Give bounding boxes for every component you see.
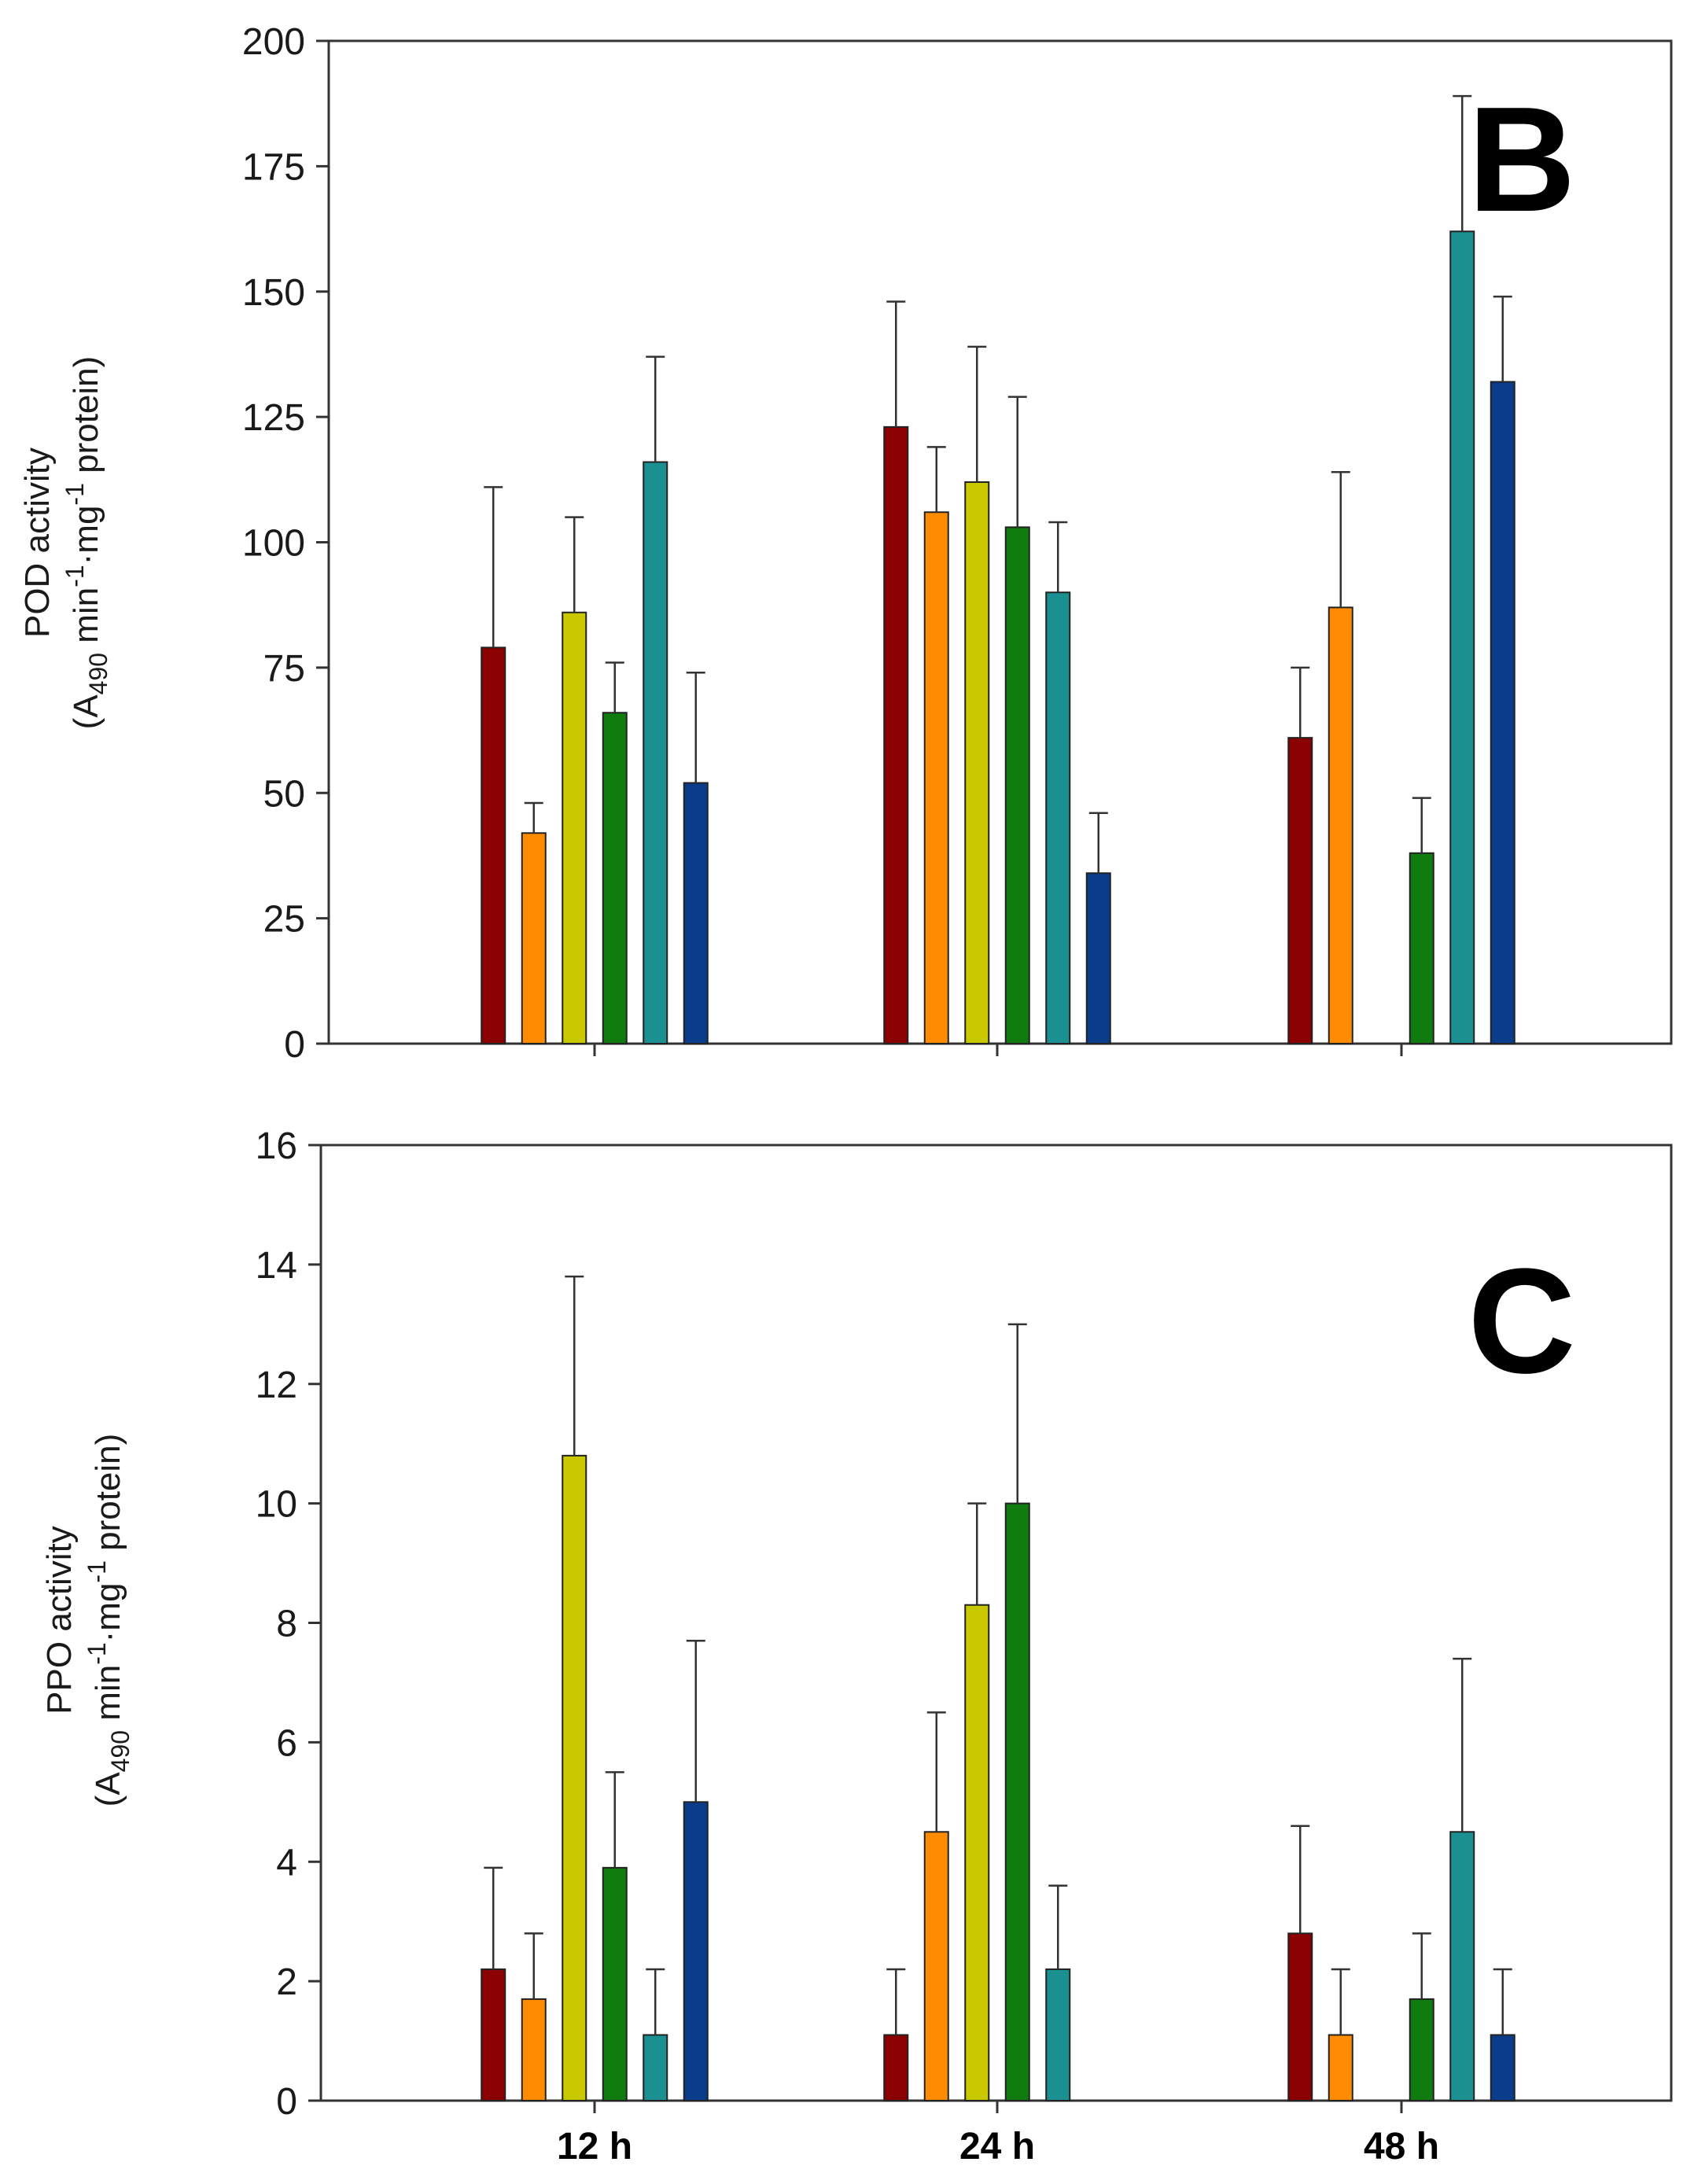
x-category-label: 24 h bbox=[959, 2126, 1035, 2167]
y-tick-label: 75 bbox=[263, 648, 305, 690]
panel-c-ppo-chart: 0 2 4 6 8 10 12 14 16 12 h 24 h 48 h C PPO activit… bbox=[40, 1125, 1673, 2167]
bar-series-1 bbox=[1287, 737, 1313, 1044]
y-tick-label: 100 bbox=[242, 523, 305, 565]
y-tick-label: 16 bbox=[256, 1125, 297, 1167]
bar-series-2 bbox=[1328, 606, 1353, 1044]
bar-series-1 bbox=[481, 646, 506, 1044]
bar-series-6 bbox=[1085, 872, 1111, 1044]
y-tick-label: 6 bbox=[276, 1722, 297, 1764]
bar-series-1 bbox=[481, 1968, 506, 2101]
x-category-label: 48 h bbox=[1364, 2126, 1439, 2167]
y-tick-label: 125 bbox=[242, 397, 305, 439]
bar-series-4 bbox=[1409, 1998, 1434, 2101]
panel-c-x-axis: 12 h 24 h 48 h bbox=[557, 2101, 1439, 2167]
y-tick-label: 25 bbox=[263, 899, 305, 941]
bar-series-4 bbox=[602, 1866, 628, 2101]
bar-series-3 bbox=[562, 611, 587, 1044]
bar-series-5 bbox=[1449, 230, 1475, 1044]
y-tick-label: 0 bbox=[276, 2081, 297, 2123]
bar-series-4 bbox=[1004, 526, 1030, 1044]
bar-series-4 bbox=[1004, 1502, 1030, 2101]
panel-b-pod-chart: 0 25 50 75 100 125 150 175 200 B POD activity (A… bbox=[18, 21, 1673, 1066]
y-tick-label: 4 bbox=[276, 1842, 297, 1884]
bar-series-4 bbox=[1409, 852, 1434, 1044]
bar-series-6 bbox=[683, 782, 709, 1044]
bar-series-5 bbox=[1045, 1968, 1071, 2101]
bar-series-1 bbox=[883, 2034, 909, 2101]
y-tick-label: 150 bbox=[242, 272, 305, 314]
bar-series-5 bbox=[643, 2034, 668, 2101]
panel-b-y-axis: 0 25 50 75 100 125 150 175 200 bbox=[242, 21, 329, 1066]
bar-series-5 bbox=[1449, 1831, 1475, 2101]
y-tick-label: 50 bbox=[263, 773, 305, 815]
bar-series-1 bbox=[1287, 1932, 1313, 2101]
bar-series-4 bbox=[602, 712, 628, 1044]
bar-series-5 bbox=[643, 461, 668, 1044]
panel-c-bars bbox=[481, 1275, 1515, 2101]
y-tick-label: 12 bbox=[256, 1365, 297, 1406]
bar-series-3 bbox=[562, 1454, 587, 2101]
panel-b-y-axis-title-line1: POD activity bbox=[18, 447, 57, 638]
y-tick-label: 2 bbox=[276, 1961, 297, 2003]
panel-c-y-axis-title-line2: (A490 min-1·mg-1 protein) bbox=[83, 1434, 134, 1807]
y-tick-label: 14 bbox=[256, 1245, 297, 1287]
panel-c-letter: C bbox=[1468, 1238, 1575, 1405]
y-tick-label: 8 bbox=[276, 1604, 297, 1645]
panel-b-y-axis-title-line2: (A490 min-1·mg-1 protein) bbox=[61, 356, 112, 730]
bar-series-6 bbox=[683, 1801, 709, 2101]
bar-series-6 bbox=[1490, 2034, 1515, 2101]
bar-series-6 bbox=[1490, 381, 1515, 1044]
bar-series-1 bbox=[883, 425, 909, 1044]
bar-series-3 bbox=[964, 481, 990, 1044]
bar-series-2 bbox=[1328, 2034, 1353, 2101]
bar-series-5 bbox=[1045, 591, 1071, 1044]
y-tick-label: 175 bbox=[242, 146, 305, 188]
y-tick-label: 10 bbox=[256, 1484, 297, 1526]
panel-b-letter: B bbox=[1468, 76, 1575, 243]
panel-b-x-ticks bbox=[593, 1044, 1403, 1056]
x-category-label: 12 h bbox=[557, 2126, 632, 2167]
bar-series-2 bbox=[521, 832, 547, 1044]
bar-series-3 bbox=[964, 1604, 990, 2101]
panel-c-y-axis-title-line1: PPO activity bbox=[40, 1526, 79, 1714]
bar-series-2 bbox=[923, 511, 949, 1044]
y-tick-label: 200 bbox=[242, 21, 305, 63]
y-tick-label: 0 bbox=[284, 1024, 305, 1066]
bar-series-2 bbox=[521, 1998, 547, 2101]
bar-series-2 bbox=[923, 1831, 949, 2101]
panel-c-y-axis: 0 2 4 6 8 10 12 14 16 bbox=[256, 1125, 321, 2123]
panel-b-bars bbox=[481, 94, 1515, 1044]
